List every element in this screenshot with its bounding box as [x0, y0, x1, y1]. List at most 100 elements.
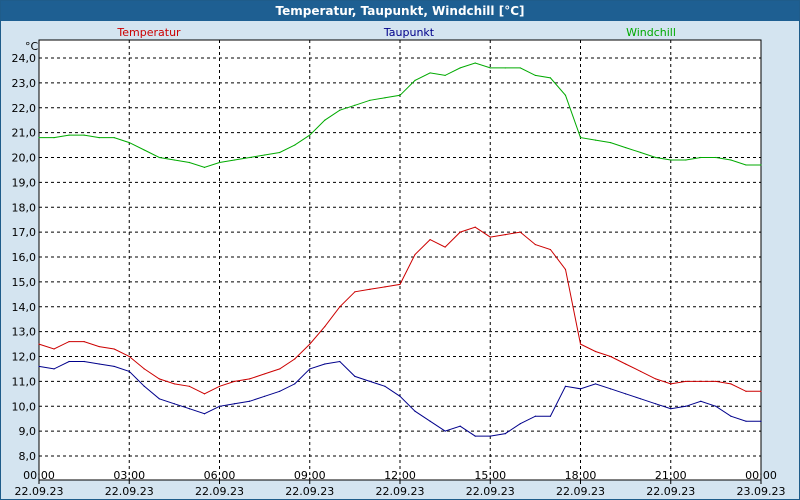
data-point-taupunkt: [53, 368, 55, 370]
data-point-windchill: [760, 164, 762, 166]
data-point-taupunkt: [670, 408, 672, 410]
data-point-taupunkt: [504, 433, 506, 435]
data-point-temperatur: [444, 246, 446, 248]
data-point-taupunkt: [113, 365, 115, 368]
data-point-taupunkt: [143, 385, 145, 387]
data-point-taupunkt: [549, 415, 552, 417]
data-point-taupunkt: [534, 415, 536, 417]
y-tick-label: 11,0: [12, 375, 37, 388]
data-point-temperatur: [188, 385, 191, 387]
data-point-temperatur: [655, 378, 657, 380]
data-point-windchill: [685, 159, 687, 161]
data-point-temperatur: [579, 343, 582, 345]
data-point-temperatur: [730, 383, 732, 385]
y-tick-label: 17,0: [12, 226, 37, 239]
data-point-taupunkt: [519, 423, 521, 425]
data-point-temperatur: [218, 385, 221, 387]
data-point-taupunkt: [474, 435, 476, 437]
data-point-taupunkt: [233, 403, 236, 405]
x-tick-date: 22.09.23: [646, 485, 695, 498]
x-tick-date: 23.09.23: [737, 485, 786, 498]
y-tick-label: 19,0: [12, 176, 37, 189]
data-point-taupunkt: [128, 370, 130, 373]
data-point-temperatur: [745, 390, 747, 392]
data-point-windchill: [730, 159, 732, 161]
data-point-taupunkt: [655, 403, 657, 405]
data-point-temperatur: [609, 355, 612, 358]
data-point-temperatur: [399, 283, 401, 285]
y-tick-label: 20,0: [12, 152, 37, 165]
data-point-taupunkt: [429, 420, 431, 422]
x-tick-date: 22.09.23: [376, 485, 425, 498]
data-point-windchill: [384, 97, 386, 99]
data-point-temperatur: [414, 253, 416, 256]
legend-temperatur: Temperatur: [116, 26, 181, 39]
data-point-taupunkt: [594, 383, 597, 385]
data-point-temperatur: [339, 306, 341, 308]
data-point-temperatur: [685, 380, 687, 382]
data-point-temperatur: [700, 380, 702, 382]
data-point-taupunkt: [489, 435, 491, 437]
data-point-windchill: [324, 119, 326, 121]
data-point-windchill: [429, 72, 431, 74]
line-chart: 8,0 9,0 10,0 11,0 12,0 13,0 14,0 15,0 16,0 17,0 18…: [12, 26, 786, 498]
data-point-temperatur: [128, 355, 130, 358]
data-point-temperatur: [248, 378, 251, 380]
data-point-windchill: [625, 146, 627, 149]
data-point-temperatur: [143, 368, 145, 370]
data-point-taupunkt: [218, 405, 221, 407]
data-point-windchill: [670, 159, 672, 161]
data-point-windchill: [233, 159, 236, 161]
data-point-temperatur: [233, 380, 236, 382]
data-point-temperatur: [173, 383, 175, 385]
legend-taupunkt: Taupunkt: [383, 26, 435, 39]
data-point-taupunkt: [264, 395, 266, 397]
data-point-taupunkt: [760, 420, 762, 422]
data-point-temperatur: [715, 380, 717, 382]
data-point-temperatur: [474, 226, 476, 228]
data-point-taupunkt: [625, 393, 627, 395]
data-point-taupunkt: [309, 368, 311, 370]
y-tick-label: 13,0: [12, 326, 37, 339]
x-tick-time: 06:00: [204, 469, 236, 482]
data-point-windchill: [143, 149, 145, 151]
x-tick-time: 03:00: [113, 469, 145, 482]
data-point-taupunkt: [354, 375, 356, 377]
y-tick-label: 24,0: [12, 52, 37, 65]
data-point-windchill: [218, 161, 221, 164]
y-tick-label: 18,0: [12, 201, 37, 214]
data-point-taupunkt: [203, 413, 206, 415]
data-point-windchill: [158, 156, 160, 159]
data-point-temperatur: [534, 243, 536, 246]
data-point-temperatur: [549, 248, 552, 251]
data-point-windchill: [309, 134, 311, 136]
data-point-windchill: [83, 134, 85, 136]
data-point-windchill: [339, 109, 341, 111]
data-point-windchill: [579, 137, 582, 139]
data-point-windchill: [549, 77, 552, 79]
data-point-windchill: [609, 141, 612, 144]
data-point-temperatur: [670, 383, 672, 385]
data-point-windchill: [655, 156, 657, 159]
data-point-taupunkt: [745, 420, 747, 422]
y-tick-label: 14,0: [12, 301, 37, 314]
data-point-temperatur: [760, 390, 762, 392]
data-point-taupunkt: [324, 363, 326, 365]
data-point-temperatur: [429, 238, 431, 241]
data-point-taupunkt: [188, 408, 191, 410]
data-point-temperatur: [384, 286, 386, 288]
data-point-taupunkt: [384, 385, 386, 387]
data-point-temperatur: [459, 231, 461, 233]
data-point-windchill: [640, 151, 642, 154]
data-point-temperatur: [369, 288, 371, 290]
data-point-taupunkt: [414, 410, 416, 412]
y-tick-label: 15,0: [12, 276, 37, 289]
data-point-windchill: [203, 166, 206, 169]
x-tick-time: 09:00: [294, 469, 326, 482]
y-tick-label: 16,0: [12, 251, 37, 264]
data-point-windchill: [279, 151, 281, 154]
legend-windchill: Windchill: [626, 26, 676, 39]
chart-title: Temperatur, Taupunkt, Windchill [°C]: [1, 1, 799, 21]
y-tick-label: 23,0: [12, 77, 37, 90]
data-point-temperatur: [294, 358, 296, 360]
